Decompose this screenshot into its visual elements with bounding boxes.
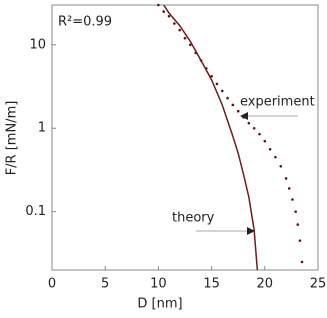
data-point [210,74,213,78]
data-point [242,116,245,119]
theory-line [163,5,259,270]
x-tick-label: 20 [257,277,274,292]
data-point [263,139,267,143]
y-tick-label: 1 [38,121,46,136]
data-point [167,14,171,18]
annotation: experiment [240,95,315,110]
y-tick-label: 0.1 [25,204,46,219]
data-point [189,43,192,47]
data-point [220,89,224,93]
y-tick-label: 10 [29,37,46,52]
data-point [252,126,256,130]
data-point [157,3,160,7]
annotation: R²=0.99 [58,15,112,30]
data-point [215,82,219,86]
data-point [236,109,240,113]
x-axis-label: D [nm] [137,297,182,312]
data-point [173,22,176,25]
data-point [183,36,187,40]
annotation: theory [172,211,215,226]
arrow-head [240,112,248,120]
x-tick-label: 0 [48,277,56,292]
x-tick-label: 10 [150,277,167,292]
data-point [226,96,229,100]
data-point [294,210,297,213]
data-point [279,164,283,168]
data-point [231,103,235,107]
data-point [298,239,302,242]
y-axis-label: F/R [mN/m] [5,101,20,176]
data-point [291,198,294,201]
data-point [287,187,291,190]
data-point [268,147,272,151]
data-point [274,155,277,159]
data-point [247,121,251,125]
data-point [162,10,166,13]
data-point [300,260,304,264]
data-point [296,223,300,226]
x-tick-label: 5 [101,277,109,292]
x-tick-label: 25 [310,277,327,292]
data-point [178,28,181,32]
data-point [258,132,261,136]
plot-frame [51,4,319,271]
arrow-head [247,227,255,235]
x-tick-label: 15 [203,277,220,292]
data-point [284,177,288,180]
